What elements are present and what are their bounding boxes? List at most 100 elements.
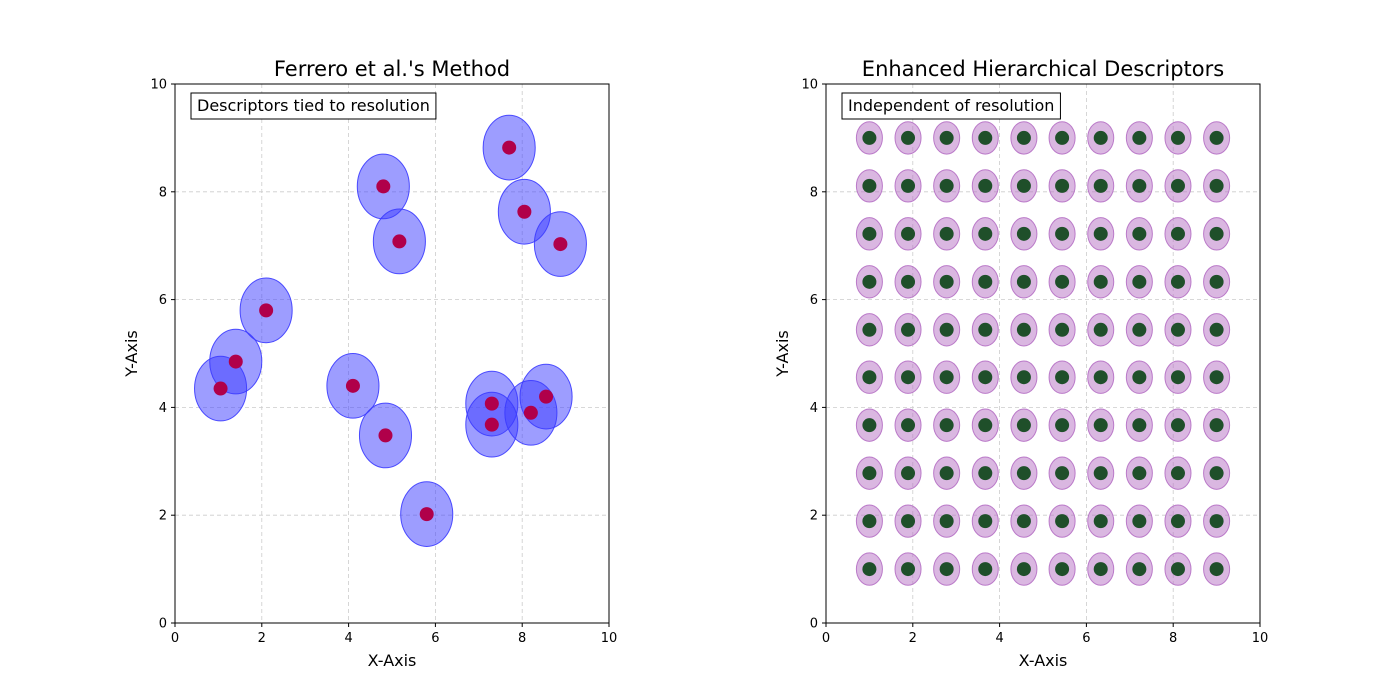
y-tick-label: 10 — [150, 78, 167, 93]
right-keypoint — [1209, 562, 1224, 577]
left-keypoint — [517, 204, 532, 219]
right-keypoint — [1016, 370, 1031, 385]
right-keypoint — [1209, 418, 1224, 433]
right-keypoint — [1132, 130, 1147, 145]
right-keypoint — [1055, 466, 1070, 481]
right-keypoint — [1093, 226, 1108, 241]
right-keypoint — [1209, 274, 1224, 289]
right-keypoint — [1016, 130, 1031, 145]
y-tick-label: 6 — [810, 293, 818, 308]
right-keypoint — [901, 130, 916, 145]
right-keypoint — [1209, 178, 1224, 193]
right-keypoint — [1055, 178, 1070, 193]
x-tick-label: 6 — [431, 631, 439, 646]
right-keypoint — [1093, 322, 1108, 337]
left-keypoint — [484, 417, 499, 432]
right-keypoint — [1170, 466, 1185, 481]
right-keypoint — [901, 178, 916, 193]
right-keypoint — [939, 226, 954, 241]
right-keypoint — [1016, 466, 1031, 481]
right-keypoint — [1132, 370, 1147, 385]
right-keypoint — [901, 562, 916, 577]
right-keypoint — [1093, 514, 1108, 529]
right-keypoint — [901, 466, 916, 481]
left-keypoint — [228, 354, 243, 369]
left-chart-title: Ferrero et al.'s Method — [274, 57, 510, 81]
x-tick-label: 2 — [258, 631, 266, 646]
right-keypoint — [1170, 370, 1185, 385]
right-keypoint — [1016, 226, 1031, 241]
right-keypoint — [862, 322, 877, 337]
right-keypoint — [862, 418, 877, 433]
right-keypoint — [1093, 370, 1108, 385]
right-keypoint — [1170, 130, 1185, 145]
y-tick-label: 0 — [810, 617, 818, 632]
right-keypoint — [1132, 562, 1147, 577]
right-keypoint — [1093, 130, 1108, 145]
right-keypoint — [1209, 466, 1224, 481]
right-keypoint — [1093, 418, 1108, 433]
right-keypoint — [1170, 178, 1185, 193]
right-keypoint — [862, 130, 877, 145]
left-keypoint — [392, 234, 407, 249]
right-keypoint — [1170, 322, 1185, 337]
x-tick-label: 8 — [518, 631, 526, 646]
right-keypoint — [939, 370, 954, 385]
right-keypoint — [862, 370, 877, 385]
left-annotation-box — [190, 92, 437, 120]
right-keypoint — [1132, 322, 1147, 337]
right-keypoint — [901, 418, 916, 433]
y-tick-label: 10 — [801, 78, 818, 93]
right-keypoint — [978, 562, 993, 577]
left-plot-frame — [174, 83, 610, 624]
right-keypoint — [939, 562, 954, 577]
x-tick-label: 0 — [171, 631, 179, 646]
right-keypoint — [1170, 226, 1185, 241]
left-keypoint — [345, 378, 360, 393]
right-keypoint — [862, 274, 877, 289]
right-keypoint — [978, 418, 993, 433]
right-keypoint — [1016, 562, 1031, 577]
right-keypoint — [1093, 178, 1108, 193]
right-keypoint — [978, 226, 993, 241]
y-tick-label: 4 — [159, 401, 167, 416]
right-keypoint — [1055, 322, 1070, 337]
right-keypoint — [1170, 562, 1185, 577]
right-keypoint — [1170, 274, 1185, 289]
x-tick-label: 4 — [344, 631, 352, 646]
x-tick-label: 4 — [995, 631, 1003, 646]
right-annotation-box — [841, 92, 1061, 120]
right-keypoint — [1093, 466, 1108, 481]
right-keypoint — [939, 178, 954, 193]
right-keypoint — [939, 130, 954, 145]
right-keypoint — [1132, 178, 1147, 193]
right-chart: 0 2 4 6 8 10 0 2 4 6 8 10 Enhanced Hierarchical Des… — [773, 57, 1268, 670]
right-x-axis-label: X-Axis — [1019, 651, 1068, 670]
x-tick-label: 0 — [822, 631, 830, 646]
right-keypoint — [978, 274, 993, 289]
right-keypoint — [1132, 466, 1147, 481]
right-keypoint — [978, 322, 993, 337]
left-keypoint — [213, 381, 228, 396]
right-keypoint — [1016, 274, 1031, 289]
right-keypoint — [978, 514, 993, 529]
y-tick-label: 4 — [810, 401, 818, 416]
left-keypoint — [553, 237, 568, 252]
right-keypoint — [1132, 514, 1147, 529]
right-keypoint — [1209, 226, 1224, 241]
right-keypoint — [978, 370, 993, 385]
y-tick-label: 2 — [810, 509, 818, 524]
right-keypoint — [1016, 322, 1031, 337]
right-keypoint — [862, 466, 877, 481]
right-keypoint — [1209, 130, 1224, 145]
right-keypoint — [901, 274, 916, 289]
right-keypoint — [1132, 418, 1147, 433]
left-y-axis-label: Y-Axis — [122, 330, 141, 378]
right-keypoint — [1093, 562, 1108, 577]
x-tick-label: 6 — [1082, 631, 1090, 646]
left-keypoint — [484, 396, 499, 411]
left-keypoint — [539, 389, 554, 404]
right-keypoint — [1016, 418, 1031, 433]
left-x-axis-label: X-Axis — [368, 651, 417, 670]
x-tick-label: 10 — [1252, 631, 1269, 646]
